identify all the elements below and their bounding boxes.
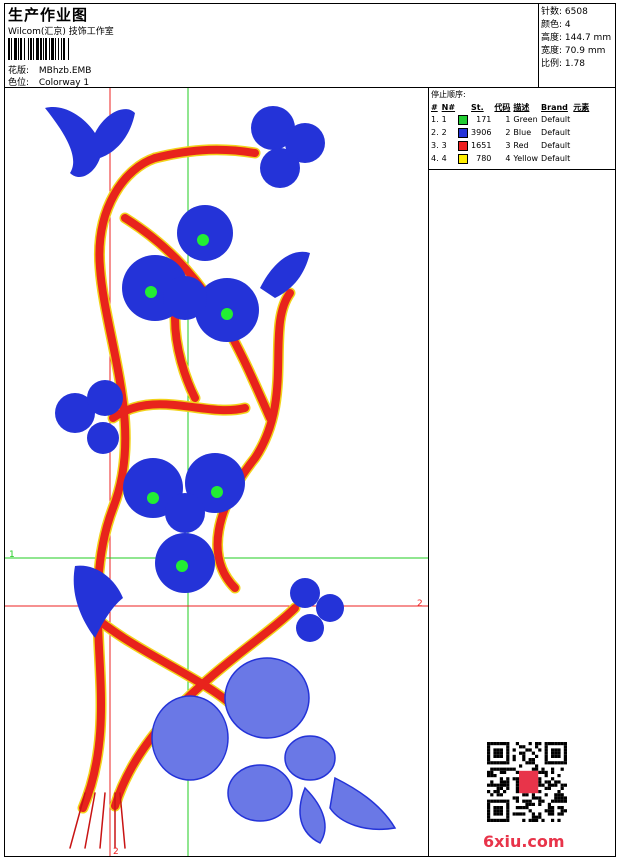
scale-value: 1.78 bbox=[564, 59, 585, 69]
height-row: 高度: 144.7 mm bbox=[541, 32, 615, 45]
row-desc: Yellow bbox=[513, 154, 539, 163]
row-st: 171 bbox=[476, 115, 492, 124]
row-brand: Default bbox=[541, 141, 571, 150]
qr-code bbox=[487, 742, 567, 822]
row-st: 3906 bbox=[471, 128, 492, 137]
row-desc: Red bbox=[513, 141, 529, 150]
scale-row: 比例: 1.78 bbox=[541, 58, 615, 71]
col-n: N# bbox=[441, 102, 456, 112]
row-index: 1. bbox=[431, 115, 439, 124]
col-index: # bbox=[431, 102, 438, 112]
colorway-value: Colorway 1 bbox=[38, 78, 90, 88]
width-label: 宽度: bbox=[541, 46, 563, 56]
row-n: 1 bbox=[441, 115, 447, 124]
design-canvas[interactable]: 1 2 2 bbox=[5, 88, 429, 856]
col-code: 代码 bbox=[494, 102, 511, 112]
barcode bbox=[8, 38, 120, 60]
row-swatch bbox=[458, 126, 471, 139]
guide-label-h2: 2 bbox=[417, 599, 423, 609]
row-code: 1 bbox=[505, 115, 511, 124]
colorway-label: 色位: bbox=[8, 78, 30, 88]
design-value: MBhzb.EMB bbox=[38, 66, 92, 76]
outline-flowers bbox=[151, 657, 397, 844]
stitches-value: 6508 bbox=[564, 7, 588, 17]
stitches-row: 针数: 6508 bbox=[541, 6, 615, 19]
row-brand: Default bbox=[541, 154, 571, 163]
height-value: 144.7 mm bbox=[564, 33, 612, 43]
row-code: 3 bbox=[505, 141, 511, 150]
color-swatch bbox=[458, 114, 469, 125]
row-n: 3 bbox=[441, 141, 447, 150]
row-n: 4 bbox=[441, 154, 447, 163]
row-n: 2 bbox=[441, 128, 447, 137]
row-swatch bbox=[458, 113, 471, 126]
row-index: 3. bbox=[431, 141, 439, 150]
guide-label-v2: 2 bbox=[113, 847, 119, 856]
row-swatch bbox=[458, 152, 471, 165]
production-sheet: 生产作业图 Wilcom(汇京) 技饰工作室 花版: MBhzb.EMB 色位:… bbox=[4, 3, 616, 857]
design-row: 花版: MBhzb.EMB bbox=[8, 63, 91, 76]
green-centers bbox=[145, 234, 233, 572]
stats-panel: 针数: 6508 颜色: 4 高度: 144.7 mm 宽度: 70.9 mm … bbox=[539, 4, 615, 88]
company-name: Wilcom(汇京) 技饰工作室 bbox=[8, 27, 114, 37]
row-element bbox=[573, 126, 592, 139]
scale-label: 比例: bbox=[541, 59, 563, 69]
row-code: 4 bbox=[505, 154, 511, 163]
col-brand: Brand bbox=[541, 102, 568, 112]
stitches-label: 针数: bbox=[541, 7, 563, 17]
table-row[interactable]: 4. 4 780 4 Yellow Default bbox=[431, 152, 592, 165]
width-row: 宽度: 70.9 mm bbox=[541, 45, 615, 58]
row-index: 4. bbox=[431, 154, 439, 163]
width-value: 70.9 mm bbox=[564, 46, 606, 56]
page-title: 生产作业图 bbox=[8, 6, 89, 24]
table-row[interactable]: 3. 3 1651 3 Red Default bbox=[431, 139, 592, 152]
row-desc: Blue bbox=[513, 128, 532, 137]
col-swatch bbox=[458, 101, 471, 113]
color-swatch bbox=[458, 153, 469, 164]
table-row[interactable]: 1. 1 171 1 Green Default bbox=[431, 113, 592, 126]
row-element bbox=[573, 139, 592, 152]
blue-flowers bbox=[45, 106, 344, 642]
row-st: 1651 bbox=[471, 141, 492, 150]
stop-sequence-panel: 停止顺序: # N# St. 代码 描述 Brand 元素 1. 1 bbox=[429, 88, 615, 170]
stems bbox=[69, 144, 301, 849]
header-panel: 生产作业图 Wilcom(汇京) 技饰工作室 花版: MBhzb.EMB 色位:… bbox=[5, 4, 539, 88]
col-element: 元素 bbox=[573, 102, 590, 112]
row-st: 780 bbox=[476, 154, 492, 163]
stop-sequence-caption: 停止顺序: bbox=[431, 90, 466, 99]
row-code: 2 bbox=[505, 128, 511, 137]
color-swatch bbox=[458, 140, 469, 151]
height-label: 高度: bbox=[541, 33, 563, 43]
colorway-row: 色位: Colorway 1 bbox=[8, 75, 89, 88]
row-index: 2. bbox=[431, 128, 439, 137]
row-element bbox=[573, 152, 592, 165]
design-label: 花版: bbox=[8, 66, 30, 76]
colors-value: 4 bbox=[564, 20, 571, 30]
stop-sequence-table: # N# St. 代码 描述 Brand 元素 1. 1 171 1 G bbox=[431, 101, 592, 165]
row-swatch bbox=[458, 139, 471, 152]
col-desc: 描述 bbox=[513, 102, 530, 112]
color-swatch bbox=[458, 127, 469, 138]
colors-label: 颜色: bbox=[541, 20, 563, 30]
colors-row: 颜色: 4 bbox=[541, 19, 615, 32]
row-brand: Default bbox=[541, 115, 571, 124]
embroidery-preview: 1 2 2 bbox=[5, 88, 428, 856]
table-row[interactable]: 2. 2 3906 2 Blue Default bbox=[431, 126, 592, 139]
row-desc: Green bbox=[513, 115, 538, 124]
watermark-logo: 6xiu.com bbox=[483, 832, 565, 851]
col-st: St. bbox=[471, 102, 484, 112]
guide-label-h1: 1 bbox=[9, 550, 15, 560]
row-brand: Default bbox=[541, 128, 571, 137]
row-element bbox=[573, 113, 592, 126]
